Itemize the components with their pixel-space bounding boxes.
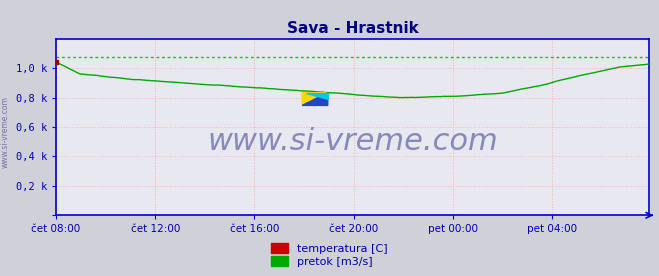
Title: Sava - Hrastnik: Sava - Hrastnik (287, 21, 418, 36)
Polygon shape (306, 93, 328, 99)
Text: www.si-vreme.com: www.si-vreme.com (1, 97, 10, 168)
Polygon shape (302, 93, 328, 105)
Polygon shape (302, 93, 328, 105)
Legend: temperatura [C], pretok [m3/s]: temperatura [C], pretok [m3/s] (268, 240, 391, 270)
Text: www.si-vreme.com: www.si-vreme.com (207, 127, 498, 156)
